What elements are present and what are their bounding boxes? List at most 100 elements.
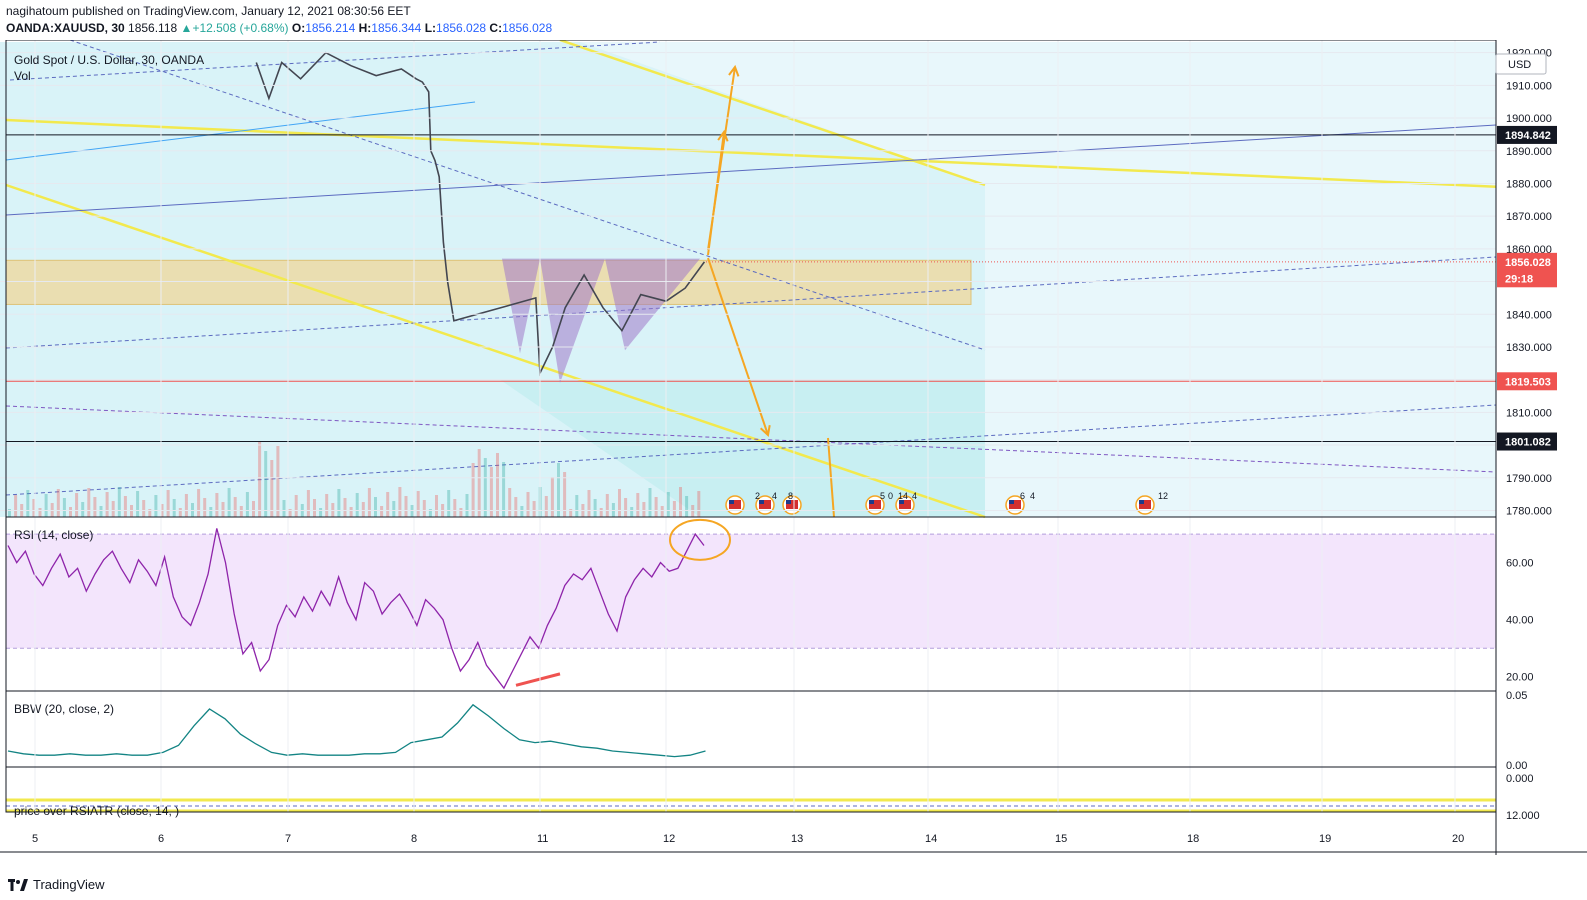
event-count-label: 6 [1020, 491, 1025, 501]
volume-bar [447, 490, 451, 517]
volume-bar [374, 497, 377, 517]
volume-bar [672, 501, 676, 517]
volume-bar [239, 506, 243, 517]
volume-bar [117, 487, 121, 517]
currency-label: USD [1508, 59, 1531, 71]
volume-bar [367, 488, 371, 517]
event-count-label: 2 [755, 491, 760, 501]
volume-bar [306, 490, 310, 517]
volume-bar [319, 508, 323, 517]
bbw-pane[interactable]: BBW (20, close, 2) [7, 702, 706, 758]
dashed-up-trendline [5, 256, 1497, 349]
price-pane[interactable]: 2 4 8 5 0 14 4 6 4 12 [0, 40, 1497, 519]
volume-bar [142, 500, 146, 517]
bbw-line [7, 703, 706, 758]
dashed-lower-trendline [5, 404, 1497, 496]
chart-area[interactable]: 2 4 8 5 0 14 4 6 4 12 RSI (14, close) BBW (20, cl… [0, 40, 1587, 855]
rsiatr-title: price over RSIATR (close, 14, ) [14, 804, 179, 818]
volume-bar [166, 490, 170, 517]
volume-bar [465, 494, 469, 517]
footer-brand: TradingView [33, 877, 105, 892]
rsi-tick-label: 20.00 [1506, 672, 1534, 684]
tradingview-footer[interactable]: TradingView [8, 877, 105, 892]
price-tag [1497, 432, 1557, 451]
volume-bar [593, 499, 597, 517]
bbw-tick-label: 0.05 [1506, 690, 1527, 702]
volume-bar [62, 498, 66, 517]
price-tick-label: 1910.000 [1506, 80, 1552, 92]
rsi-pane[interactable]: RSI (14, close) [6, 518, 1496, 690]
rsiatr-tick-label: 12.000 [1506, 810, 1540, 822]
volume-bar [514, 497, 518, 517]
volume-bar [483, 458, 487, 517]
rsiatr-pane[interactable]: price over RSIATR (close, 14, ) [6, 798, 1496, 818]
volume-bar [355, 493, 359, 517]
projection-arrow-down-head [759, 424, 771, 437]
volume-bar [398, 487, 402, 517]
yellow-trendline-upper [5, 118, 1497, 188]
volume-bar [56, 489, 60, 517]
volume-bar [410, 505, 414, 517]
event-flag-canton [1139, 500, 1144, 504]
volume-bar [654, 497, 658, 517]
volume-bar [471, 463, 475, 517]
event-count-label: 4 [1030, 491, 1035, 501]
pane-border [5, 766, 1497, 813]
rsiatr-tick-label: 0.000 [1506, 773, 1534, 785]
volume-bar [428, 509, 432, 517]
volume-bar [252, 501, 255, 517]
volume-bar [203, 498, 207, 517]
price-tag-label: 29:18 [1505, 273, 1533, 285]
rsi-tick-label: 40.00 [1506, 615, 1534, 627]
volume-bar [221, 502, 225, 517]
volume-bar [416, 491, 420, 517]
us-flag-event-icon [895, 495, 915, 515]
volume-bar [630, 507, 634, 517]
event-flag-canton [729, 500, 734, 504]
volume-bar [227, 488, 231, 517]
rsi-divergence-line [515, 672, 561, 687]
bbw-title: BBW (20, close, 2) [14, 702, 114, 716]
tradingview-logo-icon [8, 878, 28, 891]
low-value: 1856.028 [436, 21, 487, 35]
event-count-label: 12 [1158, 491, 1168, 501]
open-value: 1856.214 [305, 21, 356, 35]
dashed-top-trendline [9, 41, 661, 81]
legend-vol: Vol [14, 69, 31, 83]
open-label: O: [291, 21, 306, 35]
volume-bar [69, 507, 72, 517]
volume-bar [508, 488, 512, 517]
volume-bar [215, 493, 219, 517]
volume-bar [325, 494, 329, 517]
volume-bar [105, 492, 109, 517]
volume-bar [136, 491, 140, 517]
price-tag [1497, 125, 1557, 144]
price-tag-label: 1894.842 [1505, 130, 1551, 142]
volume-bar [258, 442, 262, 517]
volume-bar [81, 502, 85, 517]
price-tick-label: 1900.000 [1506, 113, 1552, 125]
volume-bar [422, 500, 426, 517]
yellow-channel-lower [5, 183, 986, 519]
volume-bar [520, 506, 524, 517]
volume-bar [361, 502, 365, 517]
symbol[interactable]: OANDA:XAUUSD, 30 [6, 21, 125, 35]
volume-bar [172, 499, 176, 517]
volume-bar [111, 501, 115, 517]
volume-bar [477, 449, 481, 517]
volume-bar [313, 499, 316, 517]
event-count-label: 8 [788, 491, 793, 501]
volume-bar [697, 491, 701, 517]
volume-bar [435, 495, 438, 517]
volume-bar [32, 499, 36, 517]
event-count-label: 4 [772, 491, 777, 501]
event-flag-stripes [786, 500, 798, 509]
us-flag-event-icon [865, 495, 885, 515]
volume-bar [679, 487, 682, 517]
price-tick-label: 1890.000 [1506, 146, 1552, 158]
volume-bar [642, 502, 646, 517]
volume-bar [148, 509, 152, 517]
event-flag-canton [1009, 500, 1014, 504]
volume-bar [93, 497, 97, 517]
volume-bar [557, 463, 560, 517]
